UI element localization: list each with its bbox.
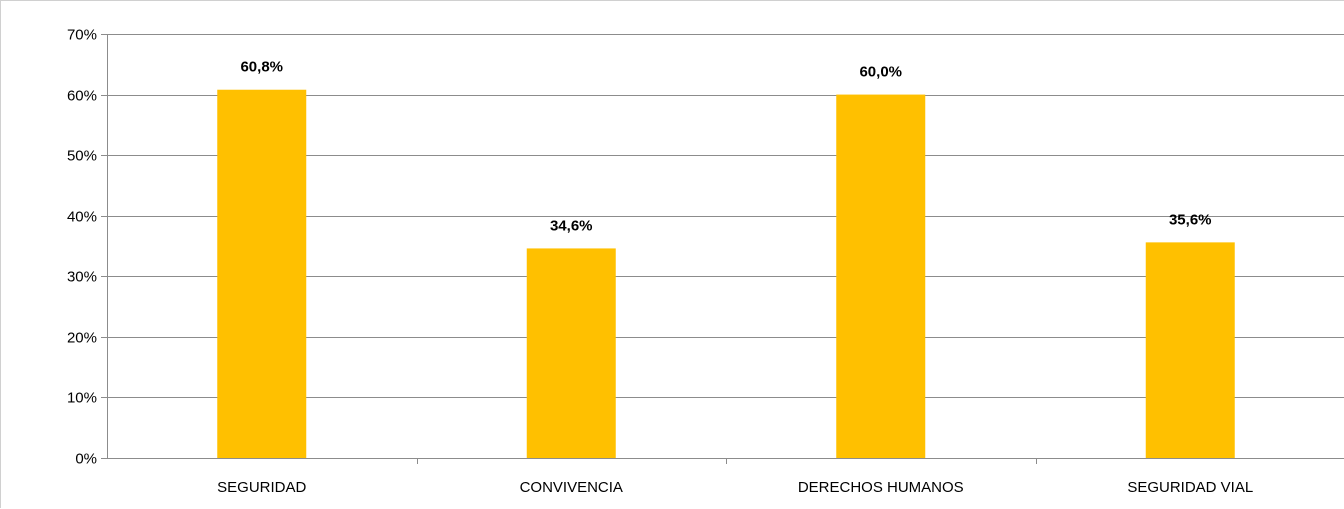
axes bbox=[101, 34, 1344, 464]
data-label: 60,8% bbox=[240, 59, 283, 76]
x-category-label: SEGURIDAD VIAL bbox=[1127, 479, 1253, 496]
data-label: 34,6% bbox=[550, 217, 593, 234]
y-tick-label: 0% bbox=[75, 451, 97, 468]
y-tick-labels: 0% 10% 20% 30% 40% 50% 60% 70% bbox=[67, 27, 97, 468]
bar-seguridad-vial bbox=[1145, 242, 1235, 458]
y-tick-label: 20% bbox=[67, 330, 97, 347]
data-label: 35,6% bbox=[1169, 211, 1212, 228]
x-category-label: SEGURIDAD bbox=[217, 479, 306, 496]
bar-seguridad bbox=[217, 89, 307, 459]
gridlines bbox=[107, 34, 1344, 398]
bar-convivencia bbox=[526, 248, 616, 458]
y-tick-label: 60% bbox=[67, 88, 97, 105]
data-label: 60,0% bbox=[859, 64, 902, 81]
y-tick-label: 30% bbox=[67, 269, 97, 286]
x-category-label: DERECHOS HUMANOS bbox=[798, 479, 964, 496]
data-labels: 60,8% 34,6% 60,0% 35,6% bbox=[240, 59, 1211, 235]
y-tick-label: 40% bbox=[67, 209, 97, 226]
bars bbox=[217, 89, 1235, 459]
x-category-labels: SEGURIDAD CONVIVENCIA DERECHOS HUMANOS SEGU… bbox=[217, 479, 1253, 496]
y-tick-label: 10% bbox=[67, 390, 97, 407]
y-tick-label: 50% bbox=[67, 148, 97, 165]
bar-derechos-humanos bbox=[836, 94, 926, 459]
x-category-label: CONVIVENCIA bbox=[520, 479, 623, 496]
y-tick-label: 70% bbox=[67, 27, 97, 44]
